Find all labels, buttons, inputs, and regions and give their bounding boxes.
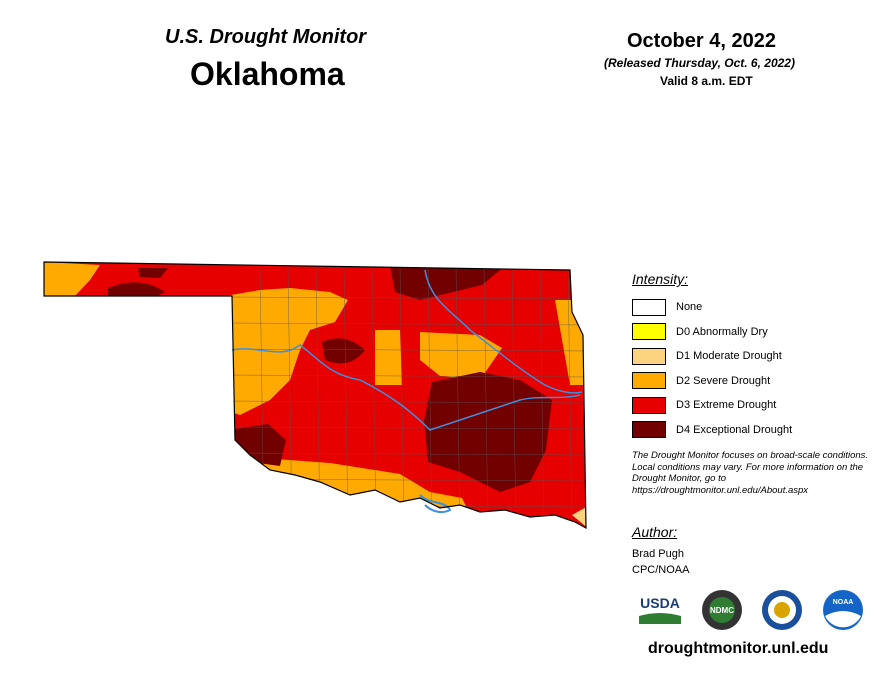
legend-swatch — [632, 323, 666, 341]
noaa-text: NOAA — [833, 599, 854, 606]
noaa-wave — [825, 611, 861, 628]
valid-time: Valid 8 a.m. EDT — [660, 74, 753, 88]
legend-item: D0 Abnormally Dry — [632, 320, 792, 345]
drought-area — [44, 262, 100, 296]
legend-item: None — [632, 295, 792, 320]
drought-area — [420, 332, 502, 380]
legend-swatch — [632, 372, 666, 390]
county-line — [455, 267, 461, 528]
drought-area — [322, 338, 365, 364]
ndmc-text: NDMC — [710, 606, 734, 615]
legend-swatch — [632, 396, 666, 414]
doc-logo-center — [774, 602, 790, 618]
state-name: Oklahoma — [190, 56, 345, 92]
author-title: Author: — [632, 524, 678, 540]
logos: USDA NDMC NOAA — [639, 590, 863, 630]
county-line — [371, 267, 377, 528]
drought-area — [390, 266, 505, 300]
legend-swatch — [632, 298, 666, 316]
drought-area — [555, 300, 586, 385]
legend-label: D0 Abnormally Dry — [676, 325, 768, 338]
county-line — [483, 267, 489, 528]
county-line — [539, 267, 545, 528]
drought-regions — [44, 262, 586, 528]
legend-swatch — [632, 347, 666, 365]
website: droughtmonitor.unl.edu — [648, 640, 829, 657]
title: U.S. Drought Monitor — [165, 26, 367, 48]
drought-area — [138, 268, 168, 278]
legend-swatch — [632, 421, 666, 439]
author-org: CPC/NOAA — [632, 564, 690, 576]
legend-label: D2 Severe Drought — [676, 374, 771, 387]
legend-item: D3 Extreme Drought — [632, 393, 792, 418]
lake — [419, 494, 452, 514]
county-line — [399, 267, 405, 528]
author-name: Brad Pugh — [632, 548, 684, 560]
usda-text: USDA — [640, 595, 680, 611]
map — [43, 261, 587, 529]
author: Brad Pugh CPC/NOAA — [632, 546, 689, 578]
legend-label: D3 Extreme Drought — [676, 399, 777, 412]
legend: None D0 Abnormally Dry D1 Moderate Drought… — [632, 295, 792, 442]
drought-area — [424, 372, 552, 492]
river — [231, 344, 581, 431]
county-line — [427, 267, 433, 528]
county-line — [343, 267, 349, 528]
river — [424, 269, 583, 394]
legend-item: D4 Exceptional Drought — [632, 418, 792, 443]
note: The Drought Monitor focuses on broad-sca… — [632, 450, 869, 496]
drought-area — [228, 424, 286, 466]
legend-label: D4 Exceptional Drought — [676, 423, 793, 436]
county-line — [567, 267, 573, 528]
legend-item: D1 Moderate Drought — [632, 344, 792, 369]
county-line — [511, 267, 517, 528]
date: October 4, 2022 — [627, 30, 776, 52]
legend-label: None — [676, 301, 703, 314]
legend-label: D1 Moderate Drought — [676, 350, 782, 363]
ndmc-logo-inner — [709, 597, 735, 623]
drought-area — [375, 330, 402, 385]
release: (Released Thursday, Oct. 6, 2022) — [604, 56, 795, 70]
legend-title: Intensity: — [632, 271, 689, 287]
legend-item: D2 Severe Drought — [632, 369, 792, 394]
usda-mark — [639, 613, 681, 624]
